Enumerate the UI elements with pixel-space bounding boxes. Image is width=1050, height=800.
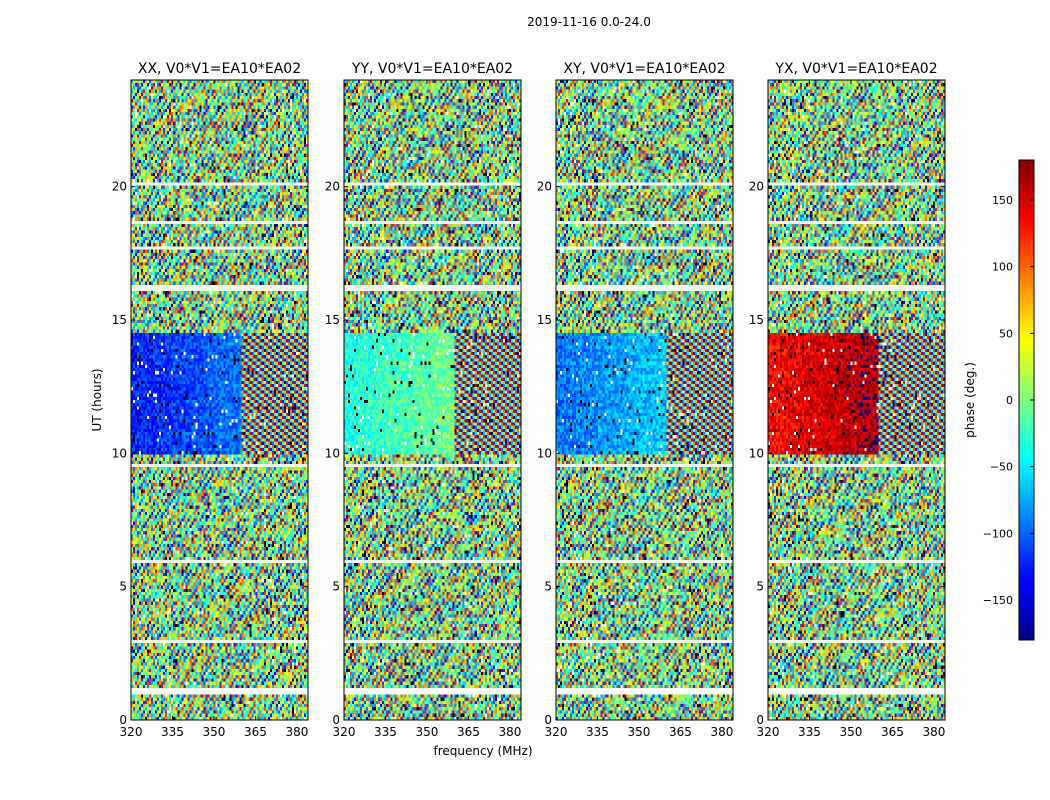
colorbar-tick-label: 150 bbox=[992, 194, 1013, 207]
panel-2: YY, V0*V1=EA10*EA02 320 335 350 365 380 0 5 10 15… bbox=[325, 61, 522, 739]
x-tick-label: 380 bbox=[922, 725, 945, 739]
panel-4: YX, V0*V1=EA10*EA02 320 335 350 365 380 0 5 10 15… bbox=[749, 61, 946, 739]
colorbar-tick-label: −150 bbox=[983, 594, 1013, 607]
panel-title: YY, V0*V1=EA10*EA02 bbox=[351, 61, 513, 77]
colorbar-tick-label: 0 bbox=[1006, 394, 1013, 407]
x-tick-label: 320 bbox=[333, 725, 356, 739]
x-tick-label: 335 bbox=[161, 725, 184, 739]
y-tick-label: 5 bbox=[544, 580, 552, 594]
figure-title: 2019-11-16 0.0-24.0 bbox=[527, 15, 651, 29]
x-tick-label: 365 bbox=[244, 725, 267, 739]
y-tick-label: 15 bbox=[112, 313, 127, 327]
y-tick-label: 20 bbox=[112, 180, 127, 194]
x-tick-label: 350 bbox=[628, 725, 651, 739]
x-tick-label: 365 bbox=[669, 725, 692, 739]
panel-1: XX, V0*V1=EA10*EA02 320 335 350 365 380 0 5 10 15… bbox=[112, 61, 309, 739]
y-tick-label: 15 bbox=[749, 313, 764, 327]
y-tick-label: 15 bbox=[325, 313, 340, 327]
colorbar-tick-label: −100 bbox=[983, 527, 1013, 540]
x-tick-label: 380 bbox=[498, 725, 521, 739]
x-tick-label: 335 bbox=[374, 725, 397, 739]
x-tick-label: 320 bbox=[757, 725, 780, 739]
y-tick-label: 10 bbox=[749, 446, 764, 460]
x-tick-label: 320 bbox=[120, 725, 143, 739]
y-tick-label: 20 bbox=[537, 180, 552, 194]
panel-title: YX, V0*V1=EA10*EA02 bbox=[774, 61, 937, 77]
y-tick-label: 5 bbox=[119, 580, 127, 594]
y-tick-label: 0 bbox=[119, 713, 127, 727]
panel-3: XY, V0*V1=EA10*EA02 320 335 350 365 380 0 5 10 15… bbox=[537, 61, 734, 739]
x-tick-label: 335 bbox=[798, 725, 821, 739]
y-axis-label: UT (hours) bbox=[90, 368, 104, 431]
panel-frame bbox=[343, 79, 522, 721]
heatmap-1 bbox=[131, 80, 308, 720]
x-axis-label: frequency (MHz) bbox=[433, 744, 532, 758]
y-tick-label: 10 bbox=[325, 446, 340, 460]
heatmap-3 bbox=[556, 80, 733, 720]
y-tick-label: 10 bbox=[112, 446, 127, 460]
heatmap-4 bbox=[768, 80, 945, 720]
y-tick-label: 5 bbox=[332, 580, 340, 594]
y-tick-label: 5 bbox=[756, 580, 764, 594]
x-tick-label: 365 bbox=[881, 725, 904, 739]
colorbar-tick-label: 50 bbox=[999, 327, 1013, 340]
heatmap-2 bbox=[344, 80, 521, 720]
x-tick-label: 380 bbox=[285, 725, 308, 739]
y-tick-label: 0 bbox=[544, 713, 552, 727]
x-tick-label: 380 bbox=[710, 725, 733, 739]
x-tick-label: 365 bbox=[457, 725, 480, 739]
colorbar-tick-label: 100 bbox=[992, 261, 1013, 274]
y-tick-label: 10 bbox=[537, 446, 552, 460]
x-tick-label: 350 bbox=[840, 725, 863, 739]
x-tick-label: 350 bbox=[203, 725, 226, 739]
x-tick-label: 350 bbox=[416, 725, 439, 739]
panel-frame bbox=[555, 79, 734, 721]
panel-title: XY, V0*V1=EA10*EA02 bbox=[563, 61, 725, 77]
y-tick-label: 0 bbox=[332, 713, 340, 727]
y-tick-label: 20 bbox=[749, 180, 764, 194]
panel-frame bbox=[767, 79, 946, 721]
panels: XX, V0*V1=EA10*EA02 320 335 350 365 380 0 5 10 15… bbox=[112, 61, 946, 739]
panel-title: XX, V0*V1=EA10*EA02 bbox=[138, 61, 301, 77]
y-tick-label: 15 bbox=[537, 313, 552, 327]
x-tick-label: 335 bbox=[586, 725, 609, 739]
y-tick-label: 20 bbox=[325, 180, 340, 194]
colorbar-label: phase (deg.) bbox=[963, 362, 977, 438]
panel-frame bbox=[130, 79, 309, 721]
colorbar-tick-label: −50 bbox=[990, 461, 1013, 474]
y-tick-label: 0 bbox=[756, 713, 764, 727]
x-tick-label: 320 bbox=[545, 725, 568, 739]
colorbar: 150 100 50 0 −50 −100 −150 phase (deg.) bbox=[963, 159, 1035, 641]
